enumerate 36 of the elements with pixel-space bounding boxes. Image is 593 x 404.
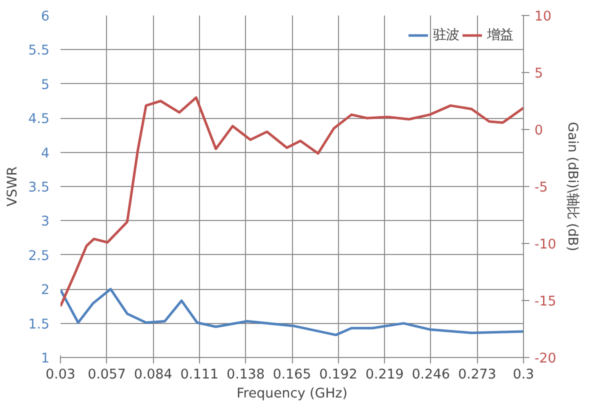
x-tick-label: 0.3	[512, 368, 534, 382]
line-series	[60, 96, 524, 308]
y-tick-label: 1	[41, 352, 50, 366]
y-tick-label: 3	[41, 214, 50, 230]
x-tick-label: 0.03	[46, 368, 76, 382]
y-tick-label: 4.5	[28, 112, 50, 128]
y2-tick-label: -5	[534, 180, 548, 196]
y-tick-label: 5.5	[28, 44, 50, 59]
y2-tick-label: -20	[534, 352, 556, 366]
y-tick-label: 1.5	[28, 317, 50, 332]
x-tick-label: 0.246	[412, 368, 450, 382]
y2-tick-label: 5	[534, 66, 543, 82]
y2-tick-label: 10	[534, 10, 552, 24]
x-tick-label: 0.273	[458, 368, 496, 382]
x-tick-label: 0.138	[226, 368, 265, 382]
x-tick-label: 0.057	[88, 368, 126, 382]
y2-axis-title: Gain (dBi)\轴比 (dB)	[564, 122, 580, 252]
y-tick-label: 6	[41, 10, 50, 24]
y-tick-label: 3.5	[28, 180, 50, 196]
y-axis-title: VSWR	[5, 166, 20, 207]
legend-label: 增益	[487, 27, 513, 44]
x-tick-label: 0.219	[366, 368, 404, 382]
legend-label: 驻波	[433, 26, 459, 44]
x-tick-label: 0.111	[180, 368, 218, 382]
y2-tick-label: -15	[534, 294, 556, 310]
x-axis-title: Frequency (GHz)	[236, 386, 348, 402]
x-tick-label: 0.192	[319, 368, 358, 382]
x-tick-label: 0.084	[134, 368, 172, 382]
y-tick-label: 2.5	[28, 248, 50, 264]
y2-tick-label: 0	[534, 124, 543, 138]
y2-tick-label: -10	[534, 238, 556, 252]
y-tick-label: 2	[41, 283, 50, 298]
y-tick-label: 4	[41, 146, 50, 162]
x-tick-label: 0.165	[272, 368, 312, 382]
y-tick-label: 5	[41, 78, 50, 93]
line-series	[60, 288, 524, 336]
